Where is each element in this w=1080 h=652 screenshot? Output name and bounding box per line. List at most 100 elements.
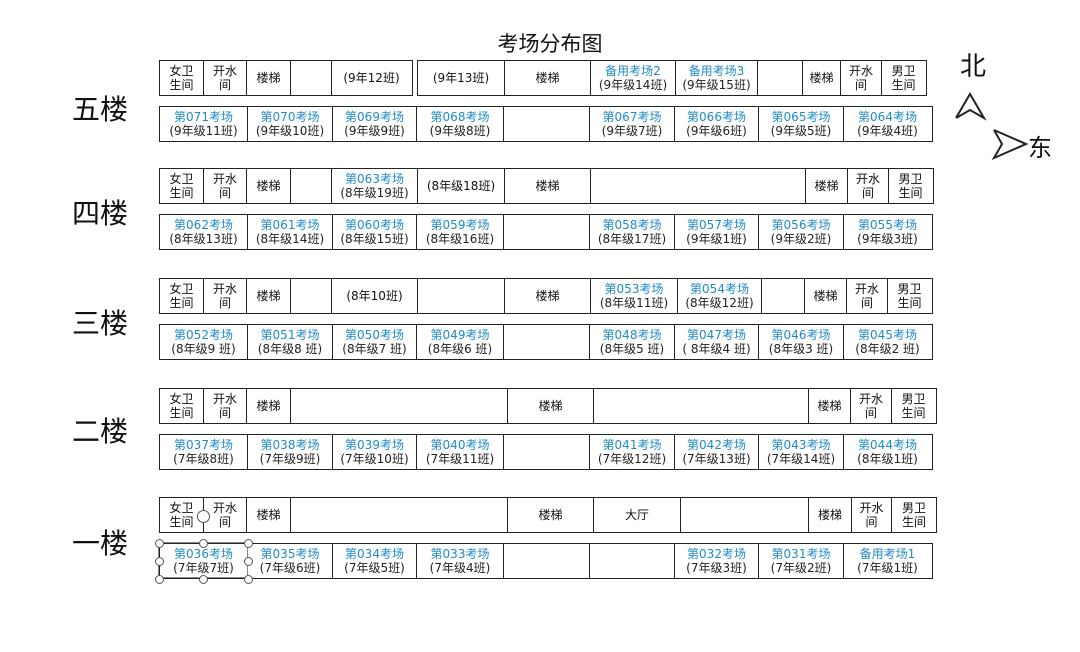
cell-text: 开水 <box>858 392 883 406</box>
exam-room-name: 第069考场 <box>345 110 404 124</box>
exam-room-name: 第060考场 <box>345 218 404 232</box>
exam-room-cell: 第045考场 (8年级2 班) <box>842 324 933 360</box>
resize-handle-icon[interactable] <box>199 575 208 584</box>
exam-room-name: 第043考场 <box>771 438 831 452</box>
cell-text: 开水 <box>212 64 237 78</box>
exam-room-cell: 第051考场 (8年级8 班) <box>247 324 333 360</box>
cell-text: 女卫 <box>169 392 194 406</box>
facility-cell <box>502 434 591 470</box>
class-name: (9年级5班) <box>770 124 832 138</box>
floor-label: 一楼 <box>72 527 129 560</box>
resize-handle-icon[interactable] <box>155 575 164 584</box>
cell-text: 开水 <box>212 501 237 515</box>
cell-text: 间 <box>218 406 231 420</box>
class-name: (8年级9 班) <box>171 342 236 356</box>
facility-cell: 楼梯 <box>808 497 852 533</box>
class-name: (7年级8班) <box>173 452 234 466</box>
exam-room-cell: 第065考场 (9年级5班) <box>758 106 844 142</box>
exam-room-cell: 第042考场 (7年级13班) <box>673 434 760 470</box>
facility-cell: 男卫 生间 <box>890 388 937 424</box>
class-name: (9年级3班) <box>857 232 918 246</box>
exam-room-cell: 第055考场 (9年级3班) <box>842 214 933 250</box>
cell-text: 男卫 <box>901 392 926 406</box>
exam-room-cell: 第059考场 (8年级16班) <box>416 214 504 250</box>
class-name: (8年级3 班) <box>768 342 834 356</box>
class-name: (7年级9班) <box>259 452 321 466</box>
exam-room-cell: 第060考场 (8年级15班) <box>331 214 418 250</box>
floor-1-south_row: 第062考场 (8年级13班) 第061考场 (8年级14班) 第060考场 (8年级15… <box>158 214 933 250</box>
cell-text: (8年级18班) <box>426 179 496 193</box>
facility-cell: (9年12班) <box>330 60 413 96</box>
exam-room-cell: 第041考场 (7年级12班) <box>589 434 675 470</box>
cell-text: 女卫 <box>169 172 194 186</box>
class-name: (7年级10班) <box>340 452 409 466</box>
exam-room-name: 备用考场1 <box>859 547 916 561</box>
exam-room-cell: 第040考场 (7年级11班) <box>416 434 504 470</box>
floor-2-south_row: 第052考场 (8年级9 班) 第051考场 (8年级8 班) 第050考场 (8年级7 … <box>158 324 933 360</box>
class-name: (7年级13班) <box>682 452 751 466</box>
facility-cell: 楼梯 <box>245 278 292 314</box>
exam-room-cell: 第049考场 (8年级6 班) <box>416 324 504 360</box>
exam-room-name: 第053考场 <box>604 282 664 296</box>
cell-text: 开水 <box>855 172 880 186</box>
cell-text: 间 <box>865 515 878 529</box>
facility-cell <box>290 168 332 204</box>
exam-room-name: 第071考场 <box>174 110 233 124</box>
class-name: (8年级17班) <box>597 232 667 246</box>
resize-handle-icon[interactable] <box>244 575 253 584</box>
cell-text: 生间 <box>901 406 926 420</box>
exam-room-cell: 第050考场 (8年级7 班) <box>331 324 418 360</box>
cell-text: 生间 <box>901 515 926 529</box>
exam-room-cell: 第039考场 (7年级10班) <box>331 434 418 470</box>
class-name: (8年级5 班) <box>599 342 665 356</box>
facility-cell: 开水间 <box>203 278 247 314</box>
exam-room-name: 第040考场 <box>430 438 490 452</box>
facility-cell: 楼梯 <box>801 60 842 96</box>
rotate-handle-icon[interactable] <box>197 510 210 523</box>
class-name: (7年级5班) <box>344 561 405 575</box>
resize-handle-icon[interactable] <box>244 539 253 548</box>
facility-cell: 大厅 <box>593 497 681 533</box>
resize-handle-icon[interactable] <box>155 557 164 566</box>
exam-room-name: 第035考场 <box>260 547 320 561</box>
facility-cell <box>757 60 803 96</box>
exam-room-name: 第063考场 <box>345 172 404 186</box>
cell-text: 生间 <box>169 296 194 310</box>
exam-room-cell: 第056考场 (9年级2班) <box>758 214 844 250</box>
facility-cell <box>589 543 675 579</box>
facility-cell: 男卫 生间 <box>880 60 927 96</box>
exam-room-name: 第031考场 <box>771 547 831 561</box>
facility-cell <box>290 278 332 314</box>
resize-handle-icon[interactable] <box>199 539 208 548</box>
facility-cell: 开水间 <box>850 388 892 424</box>
facility-cell: 开水间 <box>846 278 888 314</box>
cell-text: 楼梯 <box>817 399 842 413</box>
class-name: (9年级14班) <box>598 78 668 92</box>
exam-room-cell: 第046考场 (8年级3 班) <box>758 324 844 360</box>
cell-text: 男卫 <box>897 282 922 296</box>
resize-handle-icon[interactable] <box>155 539 164 548</box>
exam-room-cell: 第034考场 (7年级5班) <box>331 543 418 579</box>
cell-text: 楼梯 <box>535 179 560 193</box>
cell-text: (9年12班) <box>343 71 400 85</box>
exam-room-name: 第049考场 <box>430 328 490 342</box>
facility-cell: 楼梯 <box>245 60 292 96</box>
exam-room-cell: 第054考场 (8年级12班) <box>676 278 763 314</box>
cell-text: 间 <box>860 296 873 310</box>
cell-text: 开水 <box>212 282 237 296</box>
cell-text: 女卫 <box>169 64 194 78</box>
facility-cell: 女卫 生间 <box>158 60 205 96</box>
resize-handle-icon[interactable] <box>244 557 253 566</box>
class-name: (8年级13班) <box>169 232 238 246</box>
exam-room-name: 第065考场 <box>771 110 831 124</box>
cell-text: 生间 <box>169 186 194 200</box>
cell-text: 生间 <box>169 515 194 529</box>
compass-north-label: 北 <box>960 52 987 82</box>
facility-cell: (8年级18班) <box>417 168 505 204</box>
exam-room-name: 第059考场 <box>430 218 490 232</box>
facility-cell: 男卫 生间 <box>891 497 937 533</box>
exam-room-cell: 第071考场 (9年级11班) <box>158 106 249 142</box>
class-name: (9年级7班) <box>601 124 663 138</box>
cell-text: 间 <box>218 515 231 529</box>
exam-room-name: 第055考场 <box>858 218 917 232</box>
